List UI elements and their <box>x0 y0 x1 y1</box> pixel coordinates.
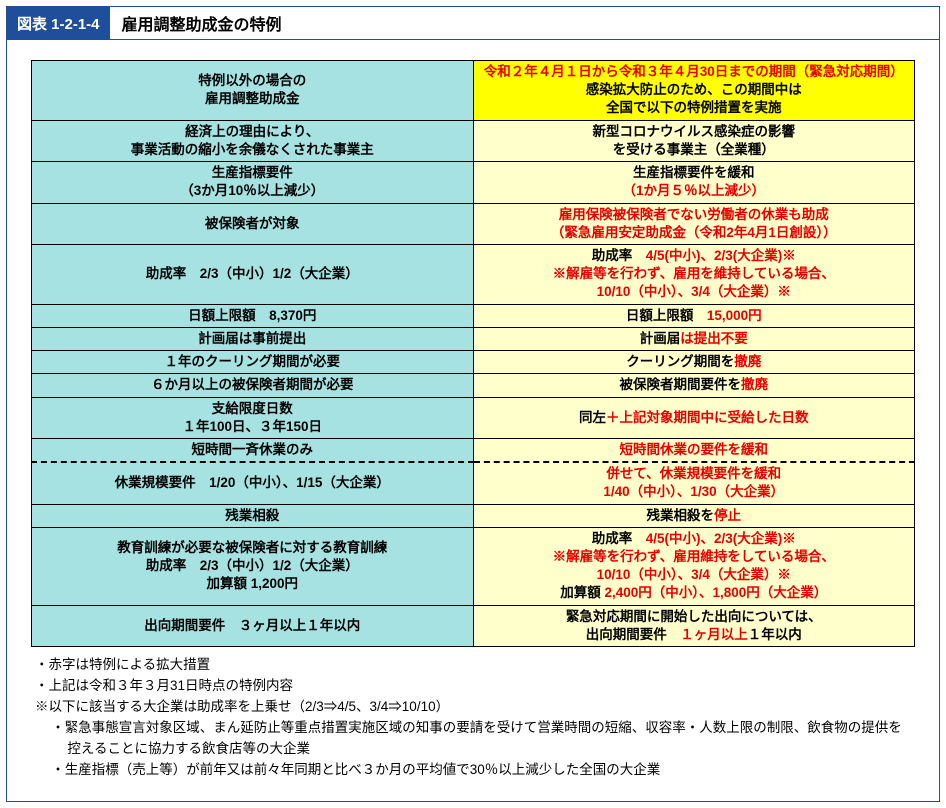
table-row-left: 残業相殺 <box>32 504 474 527</box>
table-row-right: 残業相殺を停止 <box>473 504 915 527</box>
table-row-right: 併せて、休業規模要件を緩和1/40（中小）、1/30（大企業） <box>473 462 915 504</box>
table-row-right: 新型コロナウイルス感染症の影響を受ける事業主（全業種） <box>473 120 915 161</box>
footnotes: ・赤字は特例による拡大措置・上記は令和３年３月31日時点の特例内容※以下に該当す… <box>31 647 915 791</box>
table-row-right: 助成率 4/5(中小)、2/3(大企業)※※解雇等を行わず、雇用を維持している場… <box>473 244 915 304</box>
table-row-right: 緊急対応期間に開始した出向については、出向期間要件 １ヶ月以上１年以内 <box>473 605 915 646</box>
table-row-left: 支給限度日数１年100日、３年150日 <box>32 397 474 438</box>
table-row-left: １年のクーリング期間が必要 <box>32 351 474 374</box>
table-row-right: 短時間休業の要件を緩和 <box>473 438 915 462</box>
table-row-left: 生産指標要件（3か月10％以上減少） <box>32 162 474 203</box>
table-row-left: 出向期間要件 ３ヶ月以上１年以内 <box>32 605 474 646</box>
table-row-right: 同左＋上記対象期間中に受給した日数 <box>473 397 915 438</box>
footnote-line: ・赤字は特例による拡大措置 <box>35 655 911 676</box>
footnote-line: ・緊急事態宣言対象区域、まん延防止等重点措置実施区域の知事の要請を受けて営業時間… <box>35 718 911 760</box>
figure-content: 特例以外の場合の雇用調整助成金令和２年４月１日から令和３年４月30日までの期間（… <box>7 40 939 801</box>
figure-container: 図表 1-2-1-4 雇用調整助成金の特例 特例以外の場合の雇用調整助成金令和２… <box>6 6 940 802</box>
table-row-right: クーリング期間を撤廃 <box>473 351 915 374</box>
table-row-right: 計画届は提出不要 <box>473 327 915 350</box>
table-header-left: 特例以外の場合の雇用調整助成金 <box>32 61 474 121</box>
table-row-left: 計画届は事前提出 <box>32 327 474 350</box>
footnote-line: ※以下に該当する大企業は助成率を上乗せ（2/3⇒4/5、3/4⇒10/10） <box>35 697 911 718</box>
table-row-left: 短時間一斉休業のみ <box>32 438 474 462</box>
footnote-line: ・上記は令和３年３月31日時点の特例内容 <box>35 676 911 697</box>
table-row-right: 生産指標要件を緩和（1か月５％以上減少） <box>473 162 915 203</box>
table-row-right: 被保険者期間要件を撤廃 <box>473 374 915 397</box>
table-row-left: 教育訓練が必要な被保険者に対する教育訓練助成率 2/3（中小）1/2（大企業）加… <box>32 527 474 605</box>
table-row-left: 日額上限額 8,370円 <box>32 304 474 327</box>
table-row-left: 助成率 2/3（中小）1/2（大企業） <box>32 244 474 304</box>
table-header-right: 令和２年４月１日から令和３年４月30日までの期間（緊急対応期間）感染拡大防止のた… <box>473 61 915 121</box>
figure-title: 雇用調整助成金の特例 <box>110 7 294 39</box>
footnote-line: ・生産指標（売上等）が前年又は前々年同期と比べ３か月の平均値で30％以上減少した… <box>35 760 911 781</box>
table-row-right: 雇用保険被保険者でない労働者の休業も助成（緊急雇用安定助成金（令和2年4月1日創… <box>473 203 915 244</box>
table-row-left: 経済上の理由により、事業活動の縮小を余儀なくされた事業主 <box>32 120 474 161</box>
table-row-left: ６か月以上の被保険者期間が必要 <box>32 374 474 397</box>
table-row-left: 被保険者が対象 <box>32 203 474 244</box>
table-row-left: 休業規模要件 1/20（中小）、1/15（大企業） <box>32 462 474 504</box>
subsidy-table: 特例以外の場合の雇用調整助成金令和２年４月１日から令和３年４月30日までの期間（… <box>31 60 915 647</box>
figure-titlebar: 図表 1-2-1-4 雇用調整助成金の特例 <box>7 7 939 40</box>
figure-tag: 図表 1-2-1-4 <box>7 7 110 39</box>
table-row-right: 日額上限額 15,000円 <box>473 304 915 327</box>
table-row-right: 助成率 4/5(中小)、2/3(大企業)※※解雇等を行わず、雇用維持をしている場… <box>473 527 915 605</box>
